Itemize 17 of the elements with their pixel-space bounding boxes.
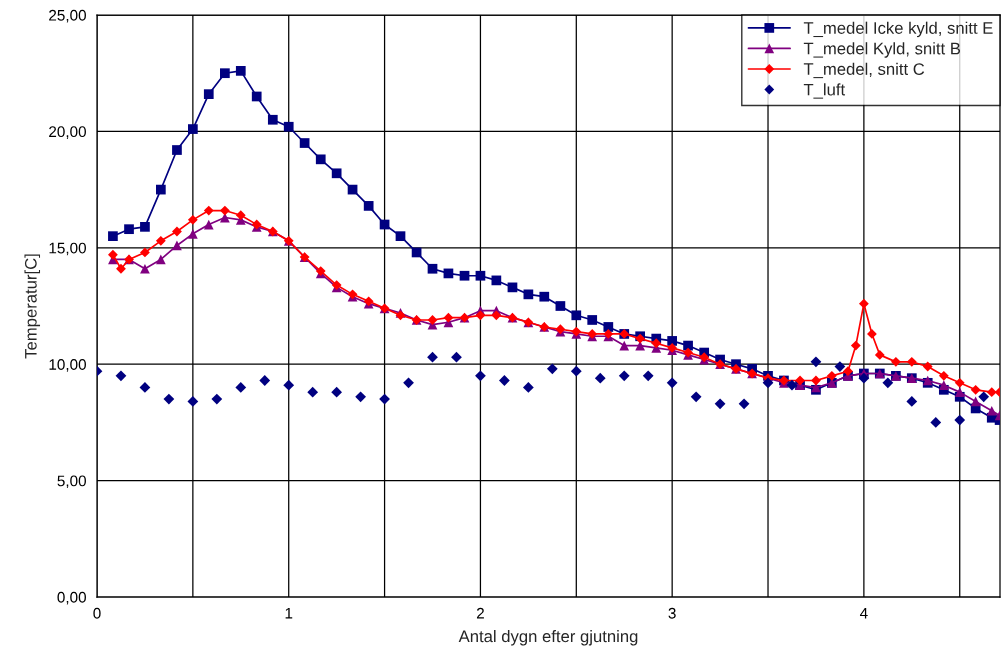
y-tick-label: 20,00 xyxy=(49,126,86,139)
y-tick-label: 10,00 xyxy=(49,359,86,372)
legend-label: T_medel Kyld, snitt B xyxy=(803,42,961,58)
x-tick-label: 2 xyxy=(476,607,484,619)
y-tick-label: 15,00 xyxy=(49,242,86,256)
x-tick-label: 0 xyxy=(93,607,101,619)
y-tick-label: 5,00 xyxy=(57,475,86,489)
legend-label: T_medel, snitt C xyxy=(803,62,925,79)
y-tick-label: 25,00 xyxy=(49,9,86,23)
x-axis-title: Antal dygn efter gjutning xyxy=(458,629,638,646)
y-axis-title: Temperatur[C] xyxy=(24,254,41,359)
y-tick-label: 0,00 xyxy=(57,591,86,605)
x-tick-label: 1 xyxy=(285,607,293,619)
legend-label: T_luft xyxy=(803,83,846,99)
x-tick-label: 4 xyxy=(859,607,868,619)
x-tick-label: 3 xyxy=(668,607,676,619)
legend-label: T_medel Icke kyld, snitt E xyxy=(803,21,993,38)
